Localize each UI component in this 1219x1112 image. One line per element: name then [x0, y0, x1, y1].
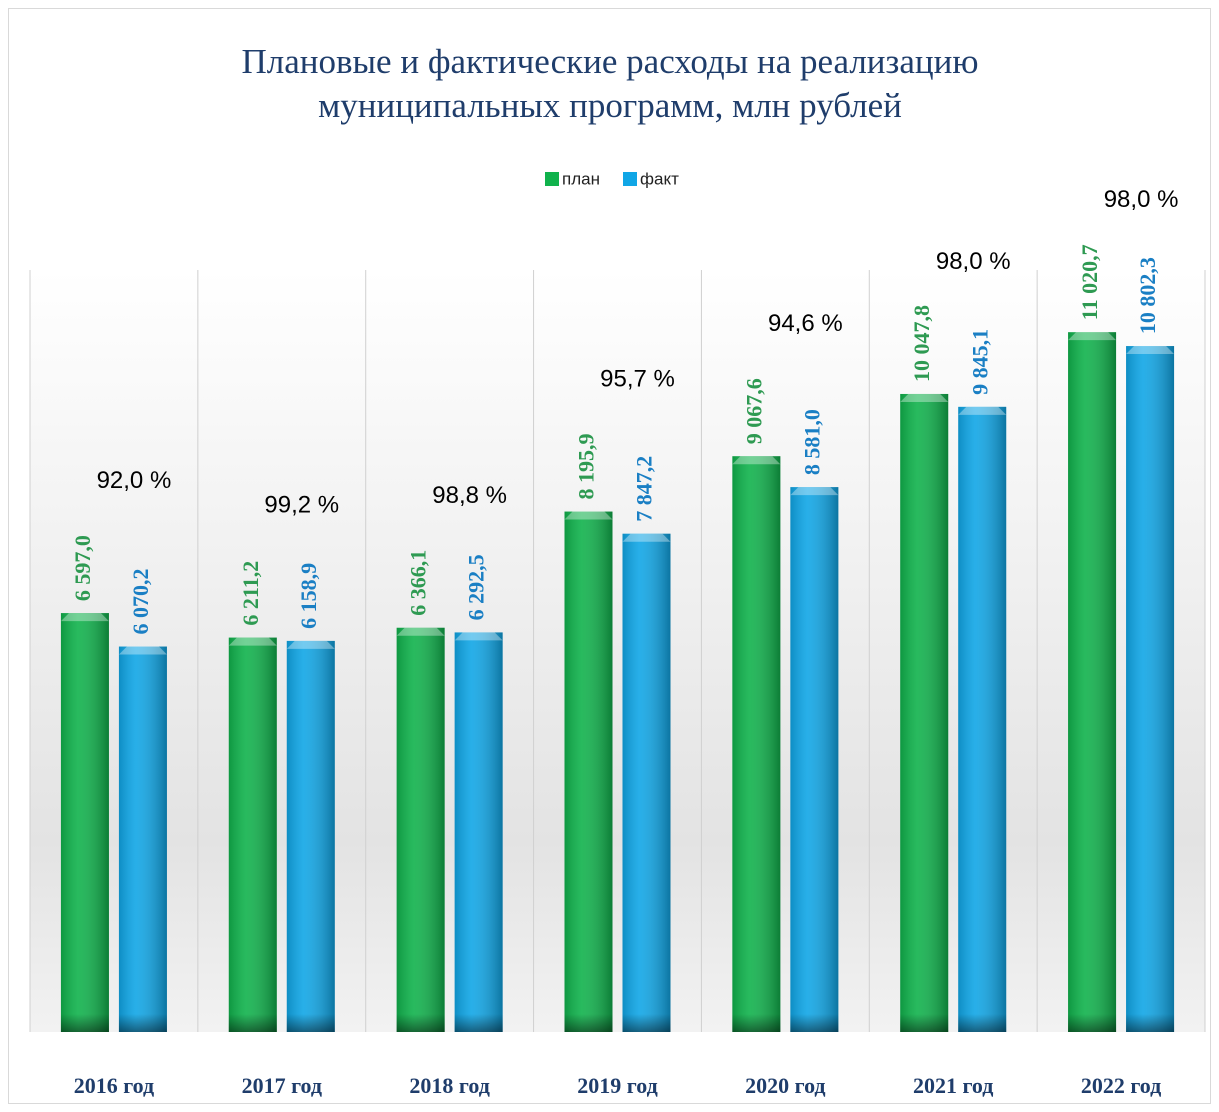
bar-cap — [564, 511, 613, 520]
bar-cap — [1126, 346, 1175, 355]
bar-shade — [1068, 332, 1117, 1032]
bar-cap — [732, 456, 781, 465]
annotation: 94,6 % — [768, 310, 843, 337]
data-label: 10 802,3 — [1135, 257, 1160, 334]
annotation: 99,2 % — [264, 492, 339, 519]
plot-area — [30, 270, 1205, 1032]
bar-base — [732, 1014, 781, 1032]
bar-base — [900, 1014, 949, 1032]
annotation: 95,7 % — [600, 366, 675, 393]
bar-shade — [228, 637, 277, 1032]
annotation: 98,0 % — [936, 248, 1011, 275]
data-label: 8 195,9 — [574, 434, 599, 500]
chart-frame — [8, 8, 1211, 1104]
bar-cap — [958, 406, 1007, 415]
x-tick-label: 2020 год — [745, 1073, 825, 1098]
data-label: 6 070,2 — [128, 569, 153, 635]
bar-shade — [732, 456, 781, 1032]
bar-shade — [396, 627, 445, 1032]
legend-swatch — [623, 172, 637, 186]
annotation: 98,8 % — [432, 482, 507, 509]
bar-base — [564, 1014, 613, 1032]
data-label: 9 845,1 — [967, 329, 992, 395]
x-tick-label: 2017 год — [242, 1073, 322, 1098]
bar-base — [228, 1014, 277, 1032]
annotation: 98,0 % — [1104, 186, 1179, 213]
data-label: 6 211,2 — [238, 561, 263, 626]
bar-cap — [622, 533, 671, 542]
bar-cap — [454, 632, 503, 641]
bar-shade — [454, 632, 503, 1032]
data-label: 6 366,1 — [406, 550, 431, 616]
bar-base — [60, 1014, 109, 1032]
bar-base — [790, 1014, 839, 1032]
data-label: 8 581,0 — [799, 409, 824, 475]
bar-shade — [900, 393, 949, 1032]
bar-shade — [622, 533, 671, 1032]
bar-shade — [60, 613, 109, 1032]
bar-cap — [228, 637, 277, 646]
bar-cap — [1068, 332, 1117, 341]
chart-title: Плановые и фактические расходы на реализ… — [241, 42, 979, 125]
data-label: 6 597,0 — [70, 535, 95, 601]
bar-shade — [958, 406, 1007, 1032]
data-label: 11 020,7 — [1077, 244, 1102, 320]
x-tick-label: 2019 год — [577, 1073, 657, 1098]
bar-base — [396, 1014, 445, 1032]
data-label: 6 158,9 — [296, 563, 321, 629]
bar-cap — [900, 393, 949, 402]
bar-base — [454, 1014, 503, 1032]
data-label: 6 292,5 — [464, 554, 489, 620]
bar-shade — [1126, 346, 1175, 1032]
legend-label: факт — [640, 169, 679, 188]
bar-base — [118, 1014, 167, 1032]
legend-swatch — [545, 172, 559, 186]
data-label: 7 847,2 — [632, 456, 657, 522]
data-label: 10 047,8 — [909, 305, 934, 382]
bar-cap — [396, 627, 445, 636]
bar-base — [286, 1014, 335, 1032]
annotation: 92,0 % — [97, 467, 172, 494]
x-tick-label: 2022 год — [1081, 1073, 1161, 1098]
bar-base — [958, 1014, 1007, 1032]
bar-base — [1068, 1014, 1117, 1032]
bar-shade — [790, 487, 839, 1032]
bar-cap — [790, 487, 839, 496]
x-tick-label: 2021 год — [913, 1073, 993, 1098]
bar-cap — [286, 640, 335, 649]
bar-shade — [564, 511, 613, 1032]
bar-cap — [60, 613, 109, 622]
x-tick-label: 2016 год — [74, 1073, 154, 1098]
bar-base — [622, 1014, 671, 1032]
x-tick-label: 2018 год — [409, 1073, 489, 1098]
legend-label: план — [562, 169, 600, 188]
bar-shade — [118, 646, 167, 1032]
bar-shade — [286, 640, 335, 1032]
bar-cap — [118, 646, 167, 655]
data-label: 9 067,6 — [741, 378, 766, 444]
bar-base — [1126, 1014, 1175, 1032]
